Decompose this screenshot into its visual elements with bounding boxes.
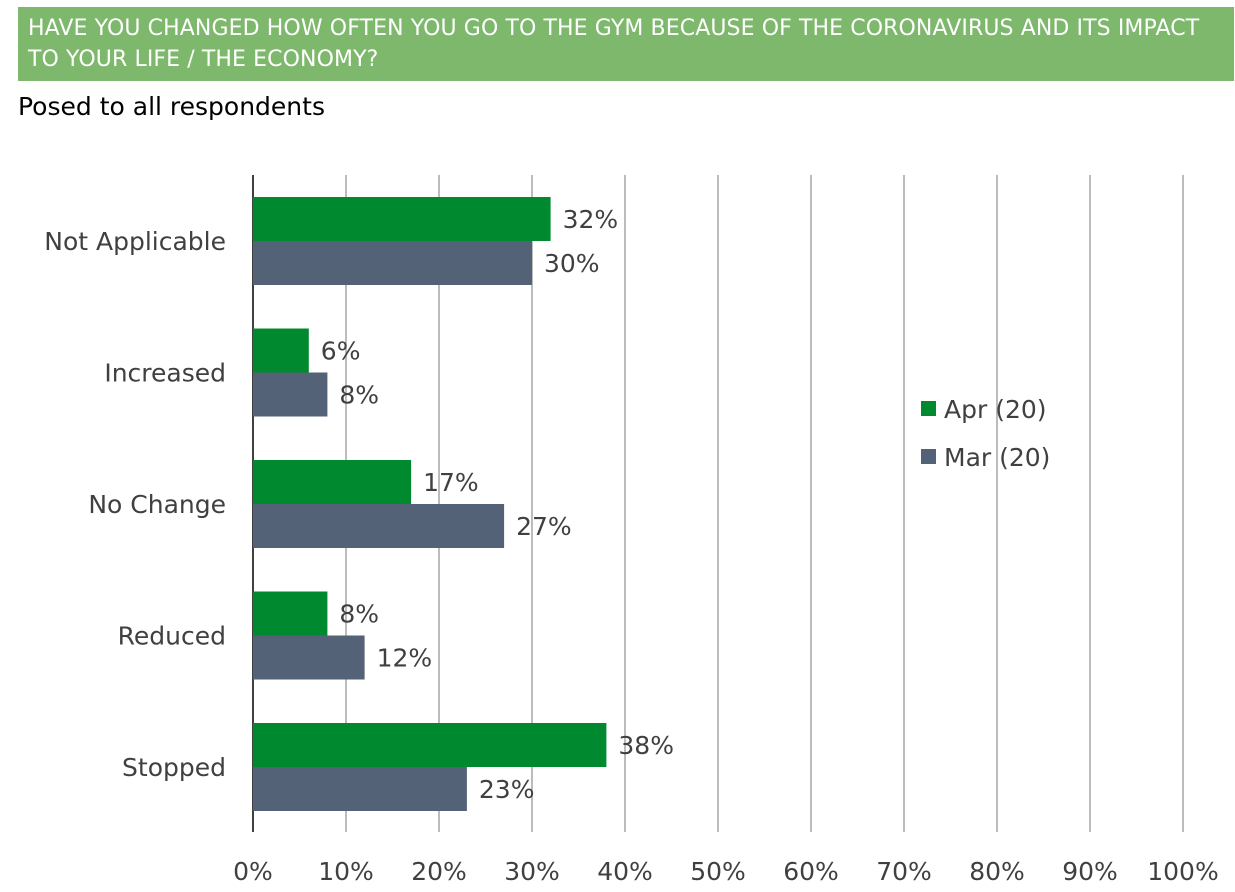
legend-swatch [921,449,936,464]
question-text: HAVE YOU CHANGED HOW OFTEN YOU GO TO THE… [28,16,1200,72]
category-label: No Change [88,490,226,519]
category-label: Increased [104,359,226,388]
x-tick-label: 30% [504,857,560,886]
category-label: Not Applicable [44,227,226,256]
data-label: 27% [516,512,572,541]
subtitle: Posed to all respondents [18,92,325,121]
bar [253,635,365,680]
bar [253,328,309,373]
data-label: 32% [563,205,619,234]
category-label: Stopped [122,753,226,782]
bar [253,591,328,636]
x-tick-label: 20% [411,857,467,886]
x-tick-label: 50% [690,857,746,886]
x-tick-label: 80% [969,857,1025,886]
bar [253,723,607,767]
x-tick-label: 10% [318,857,374,886]
x-tick-label: 90% [1062,857,1118,886]
bar [253,372,328,417]
data-label: 38% [618,731,674,760]
data-label: 23% [479,775,535,804]
legend-label: Mar (20) [944,443,1050,472]
bar [253,241,532,285]
data-label: 17% [423,468,479,497]
legend-swatch [921,401,936,416]
bar [253,767,467,811]
x-tick-label: 100% [1147,857,1218,886]
x-tick-label: 60% [783,857,839,886]
data-label: 8% [339,600,379,629]
data-label: 30% [544,249,600,278]
data-label: 8% [339,381,379,410]
question-banner: HAVE YOU CHANGED HOW OFTEN YOU GO TO THE… [18,7,1234,81]
data-label: 12% [377,644,433,673]
bar [253,460,412,504]
bar [253,504,505,548]
x-tick-label: 70% [876,857,932,886]
x-tick-label: 0% [233,857,273,886]
bar [253,197,551,241]
legend-label: Apr (20) [944,395,1047,424]
category-label: Reduced [118,622,226,651]
data-label: 6% [321,337,361,366]
x-tick-label: 40% [597,857,653,886]
